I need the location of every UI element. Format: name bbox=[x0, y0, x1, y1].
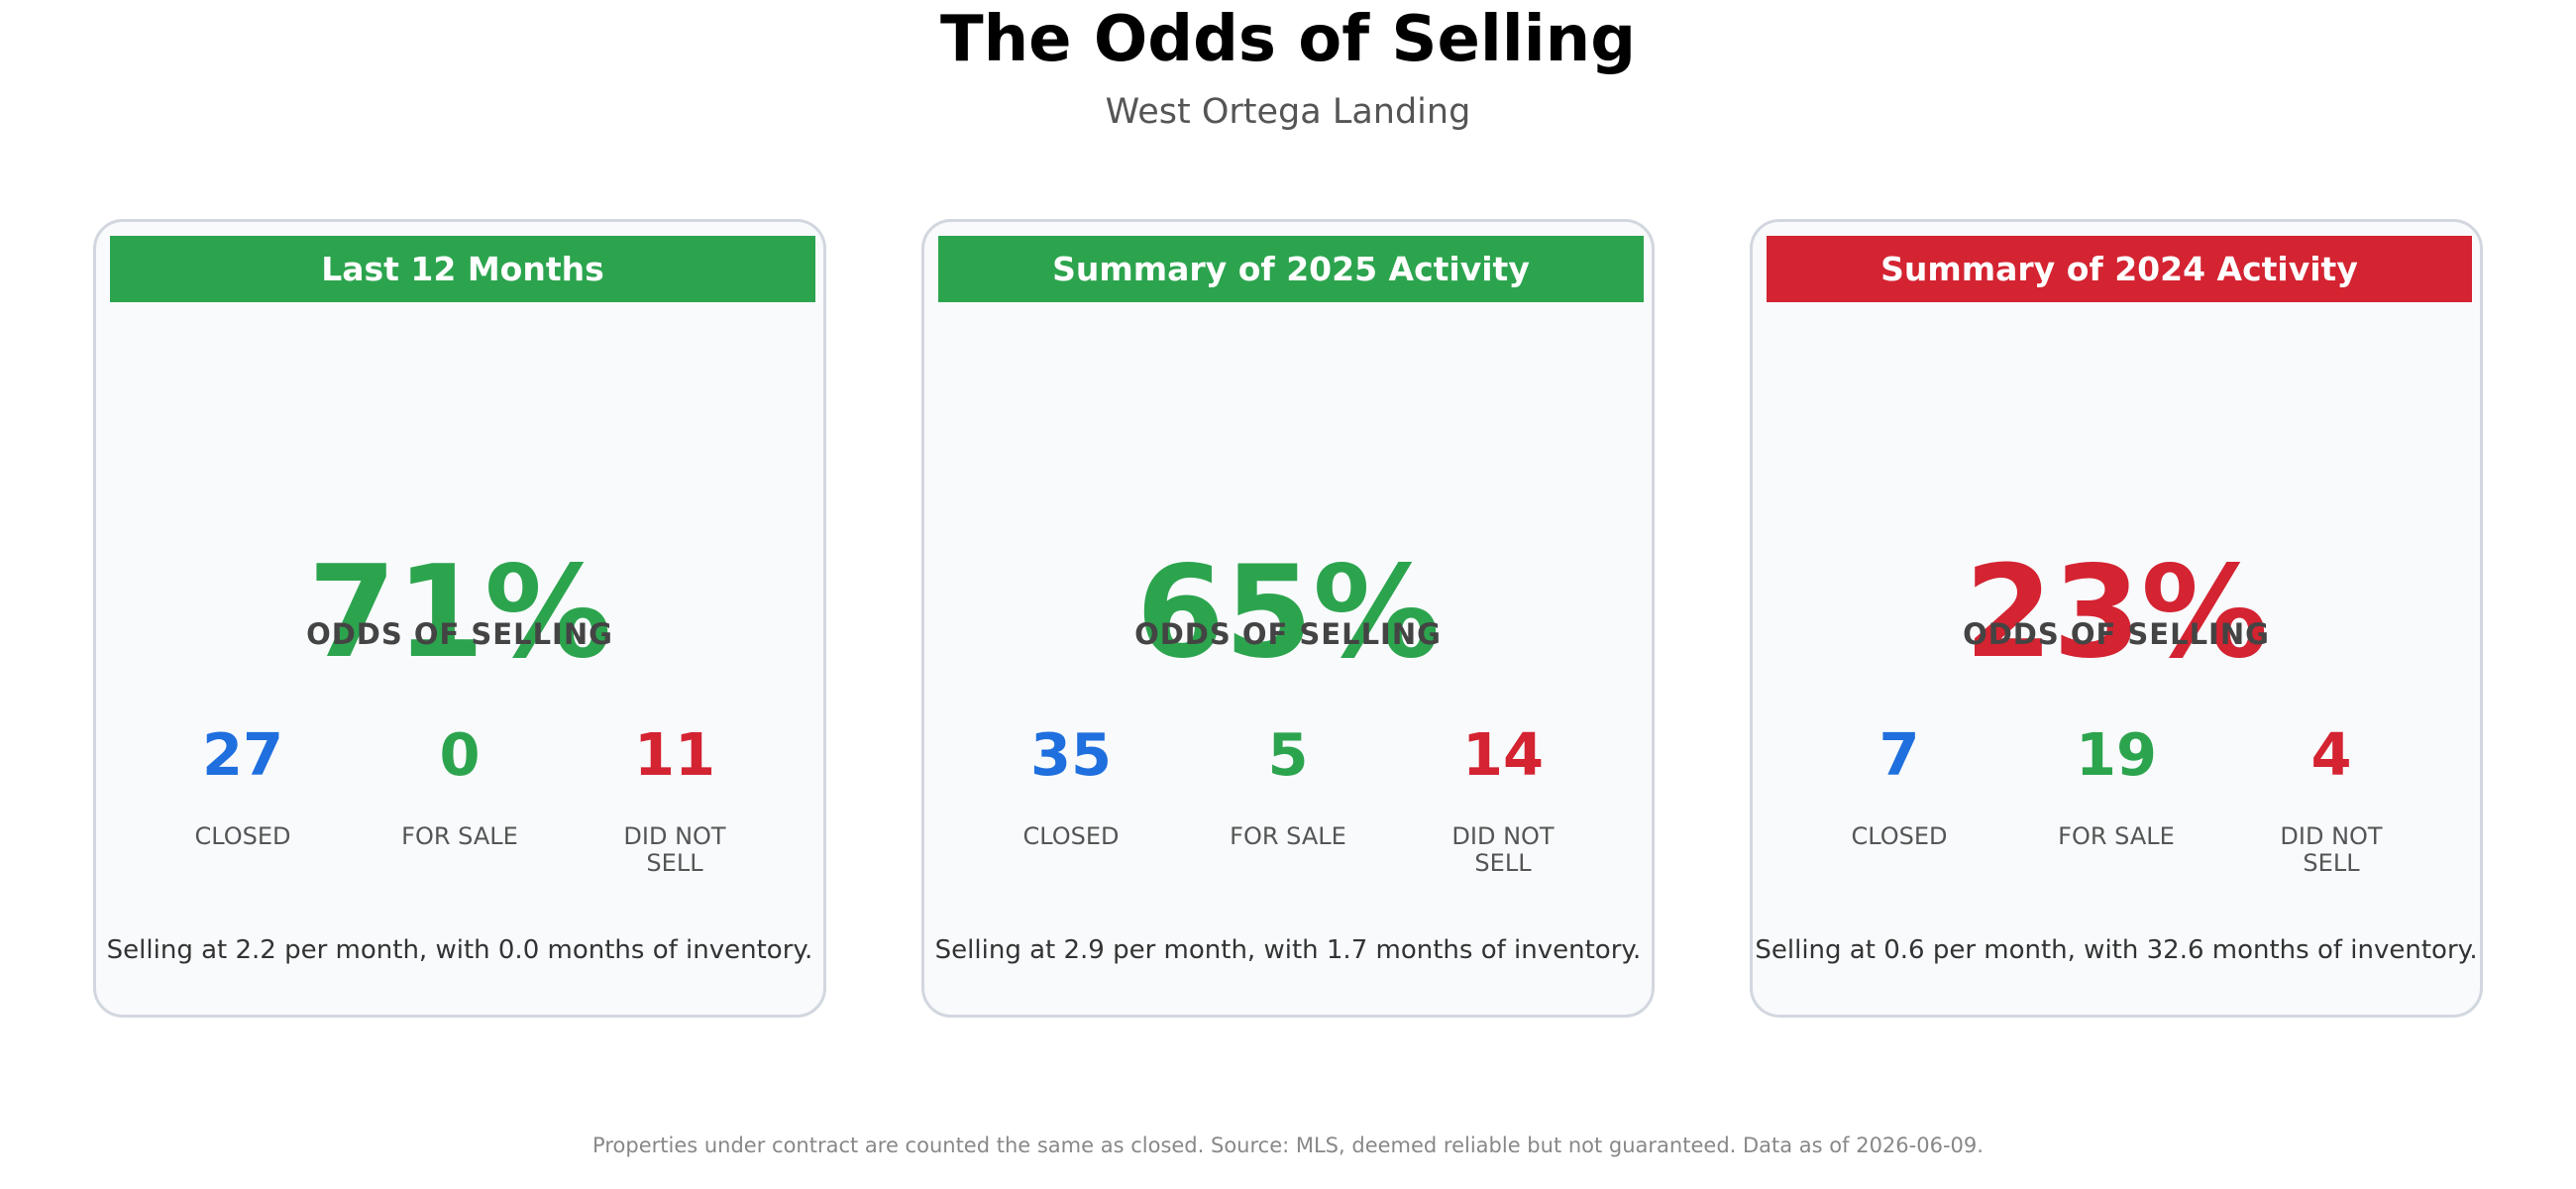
stat-did-not-sell: 11 DID NOT SELL bbox=[576, 717, 774, 877]
odds-percentage: 71% bbox=[307, 539, 612, 687]
odds-label: ODDS OF SELLING bbox=[1134, 617, 1442, 651]
stat-did-not-sell: 14 DID NOT SELL bbox=[1404, 717, 1602, 877]
summary-text: Selling at 2.9 per month, with 1.7 month… bbox=[934, 935, 1642, 965]
footnote: Properties under contract are counted th… bbox=[592, 1134, 1984, 1157]
odds-label: ODDS OF SELLING bbox=[1963, 617, 2270, 651]
stat-value: 5 bbox=[1267, 720, 1309, 789]
stat-for-sale: 0 FOR SALE bbox=[361, 717, 559, 850]
stat-closed: 7 CLOSED bbox=[1800, 717, 1998, 850]
stat-did-not-sell: 4 DID NOT SELL bbox=[2232, 717, 2430, 877]
stat-value: 11 bbox=[633, 720, 716, 789]
stat-label: CLOSED bbox=[1851, 822, 1948, 850]
stat-for-sale: 5 FOR SALE bbox=[1189, 717, 1387, 850]
stat-value: 35 bbox=[1029, 720, 1113, 789]
stat-label: DID NOT SELL bbox=[1451, 822, 1555, 877]
stat-for-sale: 19 FOR SALE bbox=[2017, 717, 2215, 850]
card-header: Summary of 2025 Activity bbox=[938, 236, 1644, 302]
stat-label: FOR SALE bbox=[2058, 822, 2175, 850]
stat-value: 7 bbox=[1878, 720, 1920, 789]
odds-percentage: 65% bbox=[1135, 539, 1441, 687]
card-header: Summary of 2024 Activity bbox=[1767, 236, 2472, 302]
stat-closed: 35 CLOSED bbox=[972, 717, 1170, 850]
card-header: Last 12 Months bbox=[110, 236, 815, 302]
stat-value: 14 bbox=[1461, 720, 1545, 789]
stat-label: FOR SALE bbox=[1230, 822, 1346, 850]
card-last-12-months: Last 12 Months 71% ODDS OF SELLING 27 CL… bbox=[93, 219, 826, 1018]
stat-value: 27 bbox=[201, 720, 284, 789]
stat-label: FOR SALE bbox=[401, 822, 518, 850]
stat-label: CLOSED bbox=[194, 822, 291, 850]
stat-closed: 27 CLOSED bbox=[144, 717, 342, 850]
stat-value: 0 bbox=[439, 720, 481, 789]
stat-value: 19 bbox=[2075, 720, 2158, 789]
odds-percentage: 23% bbox=[1964, 539, 2269, 687]
stat-label: DID NOT SELL bbox=[2280, 822, 2383, 877]
stat-label: CLOSED bbox=[1022, 822, 1120, 850]
page-title: The Odds of Selling bbox=[939, 3, 1637, 76]
card-2024-activity: Summary of 2024 Activity 23% ODDS OF SEL… bbox=[1750, 219, 2483, 1018]
summary-text: Selling at 0.6 per month, with 32.6 mont… bbox=[1755, 935, 2478, 965]
summary-text: Selling at 2.2 per month, with 0.0 month… bbox=[106, 935, 813, 965]
page-subtitle: West Ortega Landing bbox=[1105, 92, 1471, 132]
odds-label: ODDS OF SELLING bbox=[306, 617, 613, 651]
stat-value: 4 bbox=[2310, 720, 2352, 789]
stat-label: DID NOT SELL bbox=[623, 822, 726, 877]
card-2025-activity: Summary of 2025 Activity 65% ODDS OF SEL… bbox=[921, 219, 1655, 1018]
